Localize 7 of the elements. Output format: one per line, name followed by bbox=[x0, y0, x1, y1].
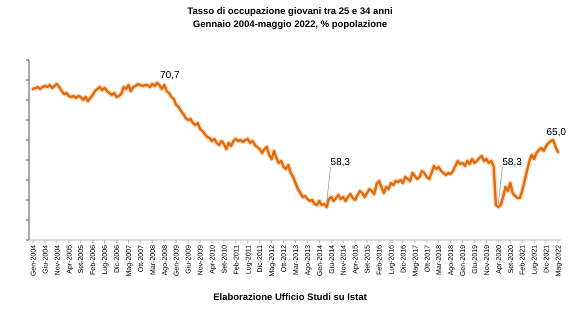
data-label: 58,3 bbox=[502, 157, 522, 168]
data-label: 65,0 bbox=[546, 127, 566, 138]
chart-title: Tasso di occupazione giovani tra 25 e 34 anni bbox=[187, 6, 393, 17]
text: Elaborazione Ufficio Studi su Istat bbox=[213, 292, 368, 303]
data-label: 70,7 bbox=[160, 70, 180, 81]
data-label: 58,3 bbox=[330, 157, 350, 168]
chart-subtitle: Gennaio 2004-maggio 2022, % popolazione bbox=[192, 19, 388, 30]
